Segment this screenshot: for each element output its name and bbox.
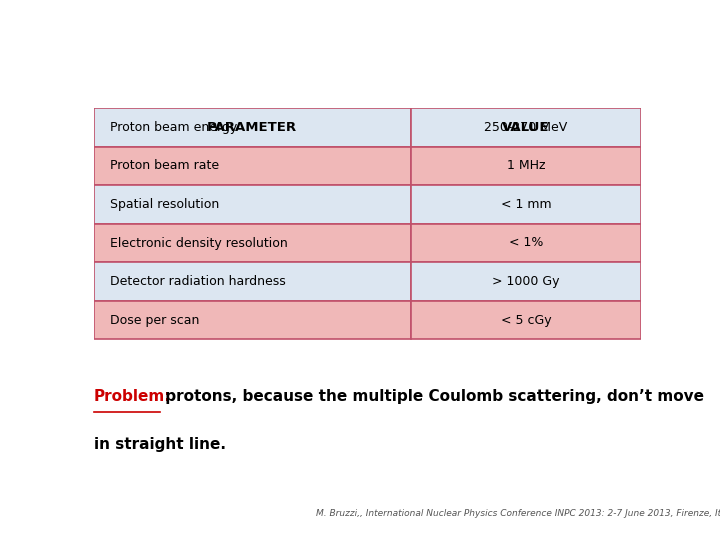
Text: > 1000 Gy: > 1000 Gy <box>492 275 559 288</box>
Text: Spatial resolution: Spatial resolution <box>110 198 220 211</box>
Text: < 1%: < 1% <box>509 237 543 249</box>
Bar <box>411 146 641 185</box>
Bar <box>411 224 641 262</box>
Bar <box>411 108 641 146</box>
Text: < 1 mm: < 1 mm <box>500 198 552 211</box>
Bar <box>94 301 411 340</box>
Text: 250-270 MeV: 250-270 MeV <box>485 121 567 134</box>
Bar <box>411 185 641 224</box>
Text: Proton beam energy: Proton beam energy <box>110 121 238 134</box>
Text: PARAMETER: PARAMETER <box>207 121 297 134</box>
Bar <box>94 262 411 301</box>
Text: 1 MHz: 1 MHz <box>507 159 545 172</box>
Text: Parameters of p.CT: Parameters of p.CT <box>195 34 525 63</box>
Bar <box>411 108 641 146</box>
Text: Problem:: Problem: <box>94 389 171 404</box>
Bar <box>411 262 641 301</box>
Text: M. Bruzzi,, International Nuclear Physics Conference INPC 2013: 2-7 June 2013, F: M. Bruzzi,, International Nuclear Physic… <box>316 509 720 517</box>
Bar <box>94 108 411 146</box>
Bar <box>411 301 641 340</box>
Text: protons, because the multiple Coulomb scattering, don’t move: protons, because the multiple Coulomb sc… <box>160 389 704 404</box>
Text: Detector radiation hardness: Detector radiation hardness <box>110 275 286 288</box>
Text: < 5 cGy: < 5 cGy <box>500 314 552 327</box>
Text: Electronic density resolution: Electronic density resolution <box>110 237 288 249</box>
Bar <box>94 108 411 146</box>
Text: in straight line.: in straight line. <box>94 437 225 452</box>
Text: VALUE: VALUE <box>502 121 549 134</box>
Text: Dose per scan: Dose per scan <box>110 314 199 327</box>
Bar <box>94 146 411 185</box>
Bar <box>94 224 411 262</box>
Bar <box>94 185 411 224</box>
Text: Proton beam rate: Proton beam rate <box>110 159 219 172</box>
